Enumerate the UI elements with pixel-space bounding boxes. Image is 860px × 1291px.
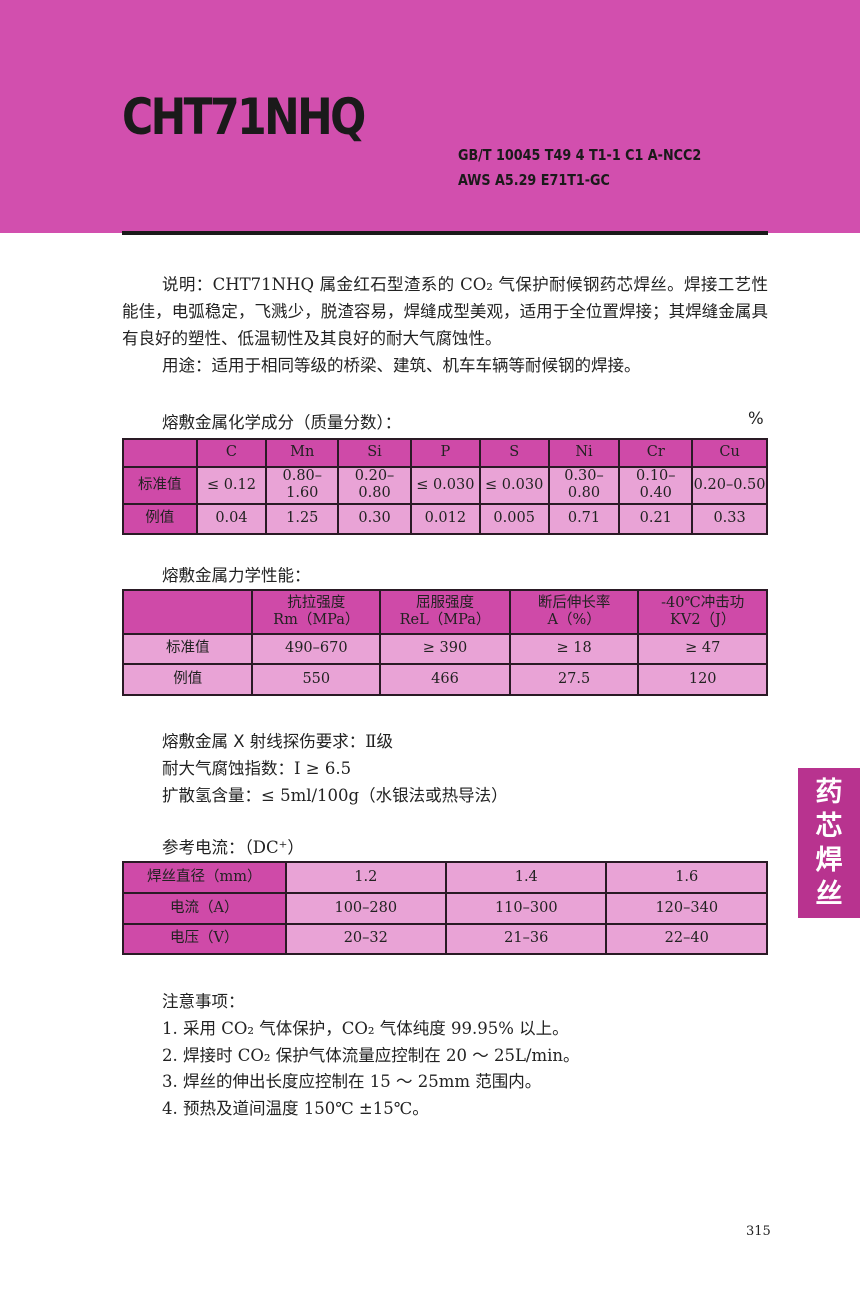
table-cell: 电压（V） [122,923,287,955]
table-cell: 1.2 [284,861,448,894]
table-row: 电流（A） 100–280 110–300 120–340 [122,892,768,925]
mech-heading: 熔敷金属力学性能： [162,566,311,585]
table-row: 焊丝直径（mm） 1.2 1.4 1.6 [122,861,768,894]
table-cell: ≤ 0.030 [478,466,550,505]
table-cell [121,589,254,635]
table-cell: S [478,438,550,468]
table-cell: ≤ 0.030 [409,466,481,505]
table-cell: ≥ 47 [637,633,768,665]
chem-unit: % [748,409,764,428]
table-cell: 标准值 [121,633,254,665]
table-cell: 屈服强度 ReL（MPa） [379,589,511,635]
table-cell [122,438,198,468]
header-band [0,0,860,233]
page-number: 315 [746,1224,771,1239]
table-cell: 断后伸长率 A（%） [508,589,640,635]
table-cell: 550 [251,663,382,696]
chem-heading: 熔敷金属化学成分（质量分数）： [162,413,402,432]
req-hydrogen: 扩散氢含量：≤ 5ml/100g（水银法或热导法） [162,786,508,805]
divider [122,231,768,235]
table-cell: 100–280 [284,892,448,925]
current-table: 焊丝直径（mm） 1.2 1.4 1.6 电流（A） 100–280 110–300 120–… [122,861,768,955]
table-cell: 21–36 [445,923,608,955]
chem-table: C Mn Si P S Ni Cr Cu 标准值 ≤ 0.12 0.80–1.60 0.20–0.80… [122,438,768,535]
table-cell: ≥ 390 [379,633,511,665]
table-cell: 例值 [122,502,198,535]
table-cell: 0.10–0.40 [618,466,694,505]
table-cell: ≥ 18 [508,633,640,665]
table-cell: 0.04 [195,502,268,535]
table-cell: 1.4 [445,861,608,894]
product-title: CHT71NHQ [122,88,366,146]
table-cell: 焊丝直径（mm） [122,861,287,894]
table-cell: 1.25 [265,502,340,535]
req-xray: 熔敷金属 X 射线探伤要求：Ⅱ级 [162,732,394,751]
table-cell: 0.21 [618,502,694,535]
table-cell: 0.71 [547,502,621,535]
note-item: 2. 焊接时 CO₂ 保护气体流量应控制在 20 ～ 25L/min。 [162,1046,580,1065]
table-cell: P [409,438,481,468]
table-cell: Mn [265,438,340,468]
table-cell: Cu [691,438,768,468]
table-cell: Si [337,438,412,468]
table-row: 电压（V） 20–32 21–36 22–40 [122,923,768,955]
table-cell: 0.30–0.80 [547,466,621,505]
note-item: 3. 焊丝的伸出长度应控制在 15 ～ 25mm 范围内。 [162,1072,542,1091]
table-cell: 27.5 [508,663,640,696]
table-cell: 466 [379,663,511,696]
table-cell: 0.30 [337,502,412,535]
table-cell: 120–340 [605,892,768,925]
mech-table: 抗拉强度 Rm（MPa） 屈服强度 ReL（MPa） 断后伸长率 A（%） -40℃冲击功 K… [121,589,768,696]
table-cell: Ni [547,438,621,468]
standard-aws: AWS A5.29 E71T1-GC [458,171,610,189]
table-cell: 120 [637,663,768,696]
table-cell: 0.80–1.60 [265,466,340,505]
table-cell: 0.20–0.50 [691,466,768,505]
table-row: 标准值 490–670 ≥ 390 ≥ 18 ≥ 47 [121,633,768,665]
table-cell: 1.6 [605,861,768,894]
table-cell: ≤ 0.12 [195,466,268,505]
side-category-tab: 药芯焊丝 [798,768,860,918]
note-item: 4. 预热及道间温度 150℃ ±15℃。 [162,1099,429,1118]
table-cell: 110–300 [445,892,608,925]
table-cell: 抗拉强度 Rm（MPa） [251,589,382,635]
table-cell: 例值 [121,663,254,696]
table-row: 例值 0.04 1.25 0.30 0.012 0.005 0.71 0.21 0.33 [122,502,768,535]
note-item: 1. 采用 CO₂ 气体保护，CO₂ 气体纯度 99.95% 以上。 [162,1019,569,1038]
table-row: 标准值 ≤ 0.12 0.80–1.60 0.20–0.80 ≤ 0.030 ≤ 0.03… [122,466,768,505]
table-cell: Cr [618,438,694,468]
table-cell: 0.012 [409,502,481,535]
table-cell: 0.33 [691,502,768,535]
table-cell: 电流（A） [122,892,287,925]
table-cell: 0.005 [478,502,550,535]
table-cell: 0.20–0.80 [337,466,412,505]
table-cell: C [195,438,268,468]
description: 说明：CHT71NHQ 属金红石型渣系的 CO₂ 气保护耐候钢药芯焊丝。焊接工艺… [122,275,769,375]
table-row: 例值 550 466 27.5 120 [121,663,768,696]
req-corrosion: 耐大气腐蚀指数：I ≥ 6.5 [162,759,352,778]
table-cell: 标准值 [122,466,198,505]
table-cell: 22–40 [605,923,768,955]
table-cell: 490–670 [251,633,382,665]
table-cell: -40℃冲击功 KV2（J） [637,589,768,635]
standard-gb: GB/T 10045 T49 4 T1-1 C1 A-NCC2 [458,146,702,164]
current-heading: 参考电流：（DC⁺） [162,838,304,857]
table-cell: 20–32 [284,923,448,955]
table-row: 抗拉强度 Rm（MPa） 屈服强度 ReL（MPa） 断后伸长率 A（%） -40℃冲击功 K… [121,589,768,635]
notes-heading: 注意事项： [162,992,245,1011]
table-row: C Mn Si P S Ni Cr Cu [122,438,768,468]
